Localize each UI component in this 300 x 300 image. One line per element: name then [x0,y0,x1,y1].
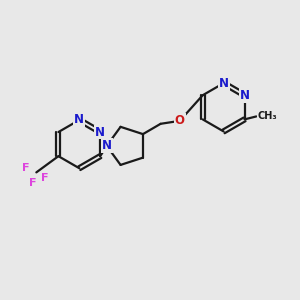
Text: F: F [29,178,37,188]
Text: N: N [219,77,229,90]
Text: N: N [102,140,112,152]
Text: CH₃: CH₃ [258,111,278,121]
Text: N: N [74,113,84,127]
Text: F: F [22,163,30,173]
Text: N: N [239,89,250,102]
Text: N: N [95,125,105,139]
Text: F: F [41,173,49,183]
Text: O: O [175,114,185,128]
